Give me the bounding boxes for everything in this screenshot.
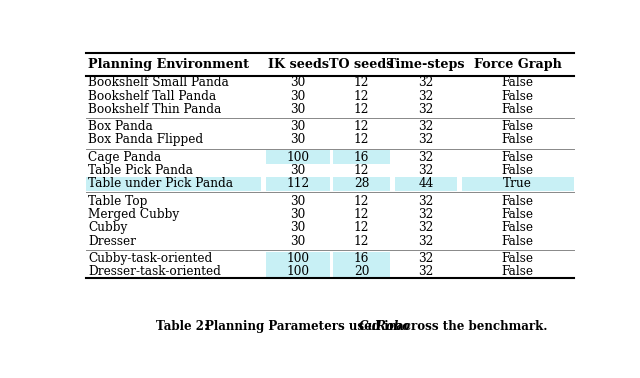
- Text: True: True: [503, 177, 532, 191]
- Text: 32: 32: [419, 150, 434, 164]
- Text: 112: 112: [287, 177, 310, 191]
- Text: Table Pick Panda: Table Pick Panda: [88, 164, 193, 177]
- Text: 32: 32: [419, 120, 434, 133]
- Text: 12: 12: [354, 103, 369, 116]
- Text: 28: 28: [354, 177, 369, 191]
- Text: 12: 12: [354, 120, 369, 133]
- Text: False: False: [502, 208, 534, 221]
- Text: 100: 100: [287, 252, 310, 265]
- Bar: [266, 265, 330, 279]
- Text: 32: 32: [419, 195, 434, 208]
- Bar: [462, 177, 573, 191]
- Bar: [395, 177, 457, 191]
- Text: False: False: [502, 252, 534, 265]
- Text: False: False: [502, 120, 534, 133]
- Text: 30: 30: [291, 195, 306, 208]
- Text: 30: 30: [291, 103, 306, 116]
- Text: Force Graph: Force Graph: [474, 58, 562, 71]
- Text: 32: 32: [419, 103, 434, 116]
- Text: Bookshelf Tall Panda: Bookshelf Tall Panda: [88, 90, 216, 102]
- Text: False: False: [502, 90, 534, 102]
- Text: Table 2:: Table 2:: [156, 320, 212, 333]
- Text: 32: 32: [419, 208, 434, 221]
- Text: Box Panda: Box Panda: [88, 120, 153, 133]
- Text: 12: 12: [354, 133, 369, 146]
- Text: Table under Pick Panda: Table under Pick Panda: [88, 177, 233, 191]
- Bar: [266, 150, 330, 164]
- Text: False: False: [502, 195, 534, 208]
- Bar: [86, 177, 261, 191]
- Bar: [333, 177, 390, 191]
- Text: 30: 30: [291, 222, 306, 234]
- Bar: [333, 252, 390, 265]
- Text: 100: 100: [287, 150, 310, 164]
- Text: 12: 12: [354, 164, 369, 177]
- Text: 16: 16: [354, 150, 369, 164]
- Text: Planning Parameters used in: Planning Parameters used in: [205, 320, 401, 333]
- Text: 32: 32: [419, 222, 434, 234]
- Text: 30: 30: [291, 208, 306, 221]
- Bar: [266, 177, 330, 191]
- Text: False: False: [502, 150, 534, 164]
- Text: 12: 12: [354, 195, 369, 208]
- Text: 30: 30: [291, 235, 306, 248]
- Text: False: False: [502, 222, 534, 234]
- Text: 32: 32: [419, 235, 434, 248]
- Text: 12: 12: [354, 235, 369, 248]
- Text: 30: 30: [291, 133, 306, 146]
- Text: False: False: [502, 133, 534, 146]
- Text: Cage Panda: Cage Panda: [88, 150, 161, 164]
- Text: 30: 30: [291, 90, 306, 102]
- Text: 32: 32: [419, 164, 434, 177]
- Text: False: False: [502, 235, 534, 248]
- Bar: [266, 252, 330, 265]
- Text: False: False: [502, 76, 534, 89]
- Text: 20: 20: [354, 265, 369, 278]
- Text: TO seeds: TO seeds: [330, 58, 394, 71]
- Text: 12: 12: [354, 90, 369, 102]
- Text: 100: 100: [287, 265, 310, 278]
- Text: 32: 32: [419, 265, 434, 278]
- Text: 32: 32: [419, 90, 434, 102]
- Text: Cubby-task-oriented: Cubby-task-oriented: [88, 252, 212, 265]
- Text: 30: 30: [291, 164, 306, 177]
- Text: 12: 12: [354, 208, 369, 221]
- Text: Planning Environment: Planning Environment: [88, 58, 249, 71]
- Text: Cubby: Cubby: [88, 222, 127, 234]
- Text: Dresser: Dresser: [88, 235, 136, 248]
- Text: 12: 12: [354, 222, 369, 234]
- Bar: [333, 150, 390, 164]
- Text: Table Top: Table Top: [88, 195, 147, 208]
- Text: 44: 44: [419, 177, 433, 191]
- Text: 16: 16: [354, 252, 369, 265]
- Text: IK seeds: IK seeds: [268, 58, 329, 71]
- Text: 32: 32: [419, 252, 434, 265]
- Text: Bookshelf Small Panda: Bookshelf Small Panda: [88, 76, 229, 89]
- Text: 30: 30: [291, 76, 306, 89]
- Text: Time-steps: Time-steps: [387, 58, 465, 71]
- Text: Box Panda Flipped: Box Panda Flipped: [88, 133, 203, 146]
- Text: Table 2: Planning Parameters used in CuRobo across the benchmark.: Table 2: Planning Parameters used in CuR…: [0, 377, 1, 378]
- Text: 30: 30: [291, 120, 306, 133]
- Text: 32: 32: [419, 76, 434, 89]
- Text: 32: 32: [419, 133, 434, 146]
- Text: False: False: [502, 265, 534, 278]
- Text: False: False: [502, 103, 534, 116]
- Bar: [333, 265, 390, 279]
- Text: CuRobo: CuRobo: [359, 320, 411, 333]
- Text: Merged Cubby: Merged Cubby: [88, 208, 179, 221]
- Text: Bookshelf Thin Panda: Bookshelf Thin Panda: [88, 103, 221, 116]
- Text: Dresser-task-oriented: Dresser-task-oriented: [88, 265, 221, 278]
- Text: 12: 12: [354, 76, 369, 89]
- Text: across the benchmark.: across the benchmark.: [392, 320, 547, 333]
- Text: False: False: [502, 164, 534, 177]
